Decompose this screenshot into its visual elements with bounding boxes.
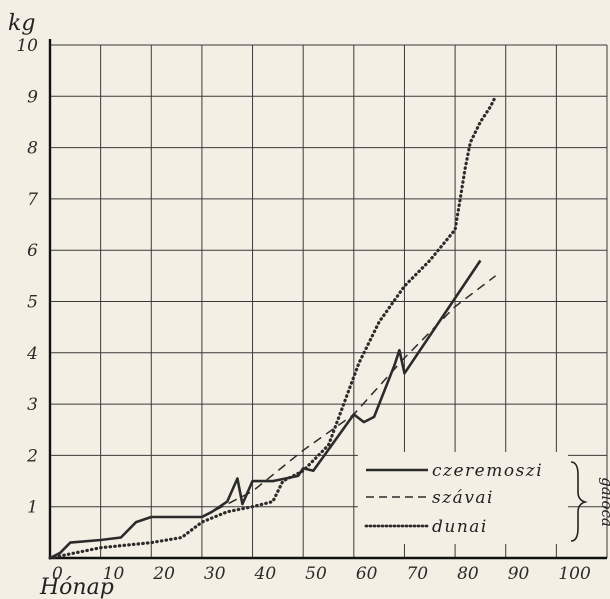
- y-tick-label: 6: [27, 241, 38, 261]
- x-tick-label: 20: [152, 564, 175, 584]
- y-tick-label: 10: [16, 36, 38, 56]
- x-tick-label: 50: [305, 564, 327, 584]
- legend-label-szavai: szávai: [432, 488, 494, 508]
- y-tick-label: 1: [27, 498, 38, 518]
- y-tick-label: 7: [27, 190, 38, 210]
- x-tick-label: 10: [103, 564, 125, 584]
- x-tick-label: 100: [558, 564, 591, 584]
- x-tick-label: 30: [204, 564, 226, 584]
- axes: [48, 39, 607, 560]
- y-tick-label: 3: [27, 395, 38, 415]
- series-line-czeremoszi: [49, 259, 482, 560]
- y-tick-label: 4: [26, 344, 38, 364]
- y-tick-label: 9: [27, 87, 38, 107]
- y-tick-label: 8: [27, 139, 38, 159]
- x-tick-label: 90: [508, 564, 530, 584]
- x-tick-label: 70: [406, 564, 428, 584]
- x-tick-label: 0: [52, 564, 63, 584]
- series-line-dunai: [48, 94, 498, 560]
- legend-label-czeremoszi: czeremoszi: [432, 461, 543, 481]
- legend: czeremoszi szávai dunai galóca: [358, 452, 610, 544]
- y-tick-label: 5: [27, 293, 38, 313]
- legend-group-label: galóca: [598, 477, 610, 527]
- legend-brace: [570, 461, 588, 542]
- x-tick-label: 60: [356, 564, 378, 584]
- x-tick-label: 80: [457, 564, 479, 584]
- y-tick-label: 2: [26, 446, 38, 466]
- legend-label-dunai: dunai: [432, 517, 488, 537]
- series-line-szavai: [201, 275, 497, 518]
- y-axis-title: kg: [8, 11, 35, 36]
- x-tick-label: 40: [254, 564, 277, 584]
- series-lines: [48, 94, 498, 560]
- x-axis-title: Hónap: [39, 575, 114, 599]
